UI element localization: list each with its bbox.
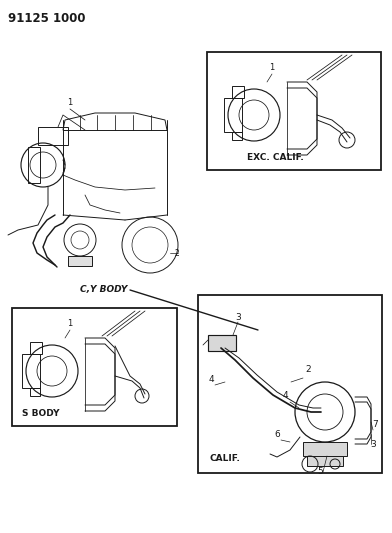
Text: CALIF.: CALIF. — [210, 454, 241, 463]
Text: 5: 5 — [317, 467, 323, 476]
Text: 2: 2 — [305, 365, 310, 374]
Bar — [224, 98, 242, 132]
Text: 4: 4 — [208, 375, 214, 384]
Text: 1: 1 — [67, 98, 73, 107]
Bar — [28, 147, 40, 183]
Text: 6: 6 — [274, 430, 280, 439]
Bar — [207, 52, 381, 170]
Bar — [12, 308, 177, 426]
Bar — [303, 442, 347, 456]
Bar — [22, 354, 40, 388]
Bar — [38, 127, 68, 145]
Text: 4: 4 — [282, 391, 288, 400]
Bar — [68, 256, 92, 266]
Text: 7: 7 — [372, 420, 378, 429]
Text: 1: 1 — [269, 63, 275, 72]
Bar — [208, 335, 236, 351]
Text: 1: 1 — [67, 319, 73, 328]
Bar — [30, 342, 42, 354]
Bar — [232, 132, 242, 140]
Bar — [232, 86, 244, 98]
Text: 2: 2 — [175, 248, 180, 257]
Text: C,Y BODY: C,Y BODY — [80, 285, 127, 294]
Bar — [307, 456, 343, 466]
Text: 3: 3 — [370, 440, 376, 449]
Bar — [30, 388, 40, 396]
Text: 3: 3 — [235, 313, 241, 322]
Text: S BODY: S BODY — [22, 409, 60, 418]
Bar — [198, 295, 382, 473]
Text: 91125 1000: 91125 1000 — [8, 12, 85, 25]
Text: EXC. CALIF.: EXC. CALIF. — [247, 153, 304, 162]
